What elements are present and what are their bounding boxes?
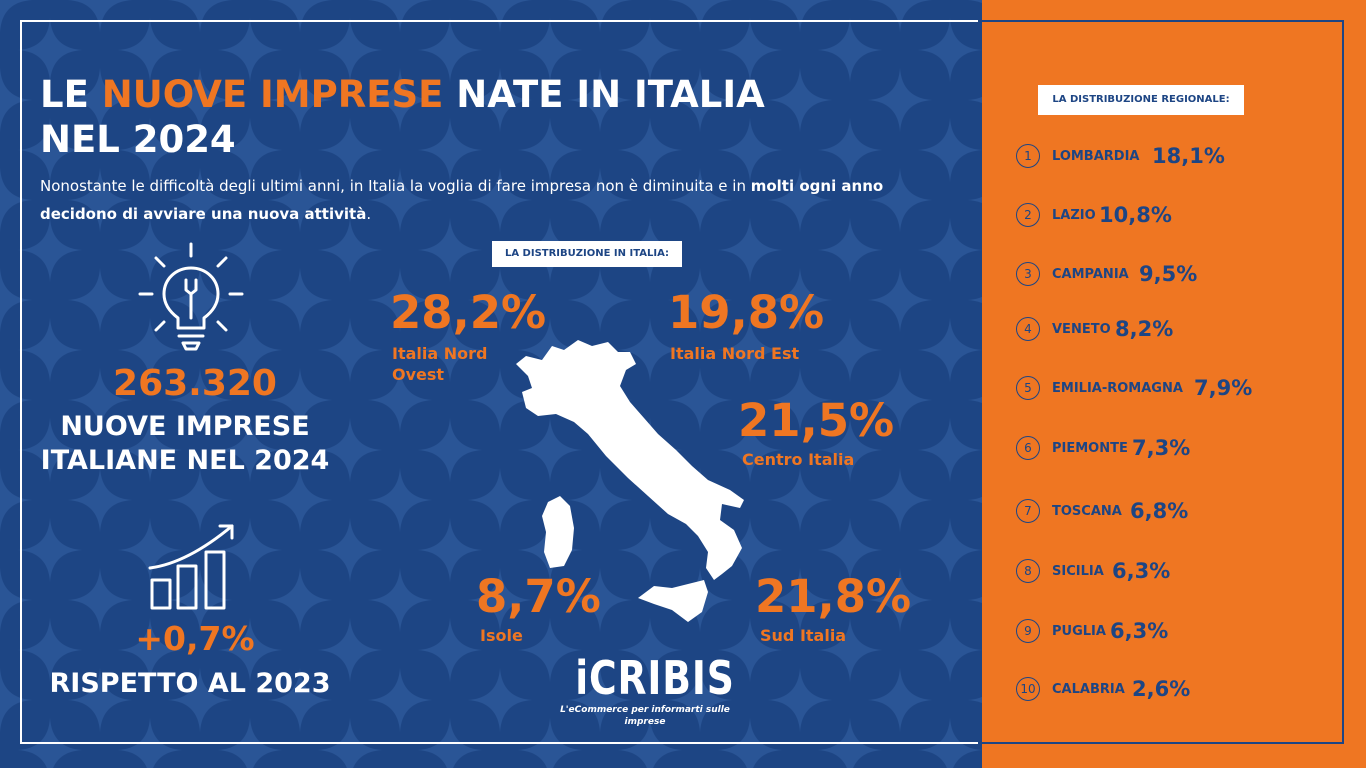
- lightbulb-wrench-icon: [138, 242, 244, 351]
- area-label-nord-est: Italia Nord Est: [670, 344, 800, 363]
- region-value: 18,1%: [1152, 144, 1225, 168]
- area-value-isole: 8,7%: [476, 570, 601, 623]
- intro-end: .: [366, 205, 372, 223]
- left-frame-border: [20, 20, 978, 744]
- title-part2: NATE IN ITALIA: [443, 73, 765, 116]
- region-name: TOSCANA: [1052, 504, 1122, 519]
- italy-map: [516, 340, 744, 622]
- growth-chart-icon: [148, 524, 234, 610]
- rank-number: 5: [1016, 376, 1040, 400]
- rank-number: 8: [1016, 559, 1040, 583]
- region-value: 10,8%: [1099, 203, 1172, 227]
- cribis-logo: iCRIBIS L'eCommerce per informarti sulle…: [560, 651, 735, 728]
- area-label-isole: Isole: [480, 626, 523, 645]
- region-name: CAMPANIA: [1052, 267, 1129, 282]
- region-value: 7,9%: [1194, 376, 1253, 400]
- right-frame-border: [982, 20, 1344, 744]
- area-value-sud: 21,8%: [755, 570, 912, 623]
- intro-bold: molti ogni anno decidono di avviare una …: [40, 177, 884, 223]
- region-name: SICILIA: [1052, 564, 1104, 579]
- intro-text: Nonostante le difficoltà degli ultimi an…: [40, 172, 940, 228]
- rank-number: 9: [1016, 619, 1040, 643]
- italy-distribution-badge: LA DISTRIBUZIONE IN ITALIA:: [492, 241, 682, 267]
- title-line2: NEL 2024: [40, 118, 236, 161]
- page-title: LE NUOVE IMPRESE NATE IN ITALIA NEL 2024: [40, 72, 765, 162]
- rank-number: 2: [1016, 203, 1040, 227]
- area-label-nord-ovest: Italia Nord Ovest: [392, 343, 487, 385]
- rank-number: 4: [1016, 317, 1040, 341]
- region-name: PIEMONTE: [1052, 441, 1128, 456]
- total-companies-label: NUOVE IMPRESE ITALIANE NEL 2024: [20, 410, 350, 478]
- region-name: CALABRIA: [1052, 682, 1125, 697]
- regional-distribution-badge: LA DISTRIBUZIONE REGIONALE:: [1038, 85, 1244, 115]
- region-name: EMILIA-ROMAGNA: [1052, 381, 1183, 396]
- logo-word: iCRIBIS: [575, 651, 735, 705]
- area-value-nord-ovest: 28,2%: [390, 286, 547, 339]
- total-label-line2: ITALIANE NEL 2024: [40, 445, 330, 476]
- rank-number: 6: [1016, 436, 1040, 460]
- title-highlight: NUOVE IMPRESE: [101, 73, 444, 116]
- area-label-sud: Sud Italia: [760, 626, 847, 645]
- growth-label: RISPETTO AL 2023: [49, 668, 331, 699]
- growth-value: +0,7%: [135, 619, 255, 658]
- total-companies-value: 263.320: [113, 363, 277, 404]
- rank-number: 10: [1016, 677, 1040, 701]
- region-name: LOMBARDIA: [1052, 149, 1140, 164]
- region-value: 2,6%: [1132, 677, 1191, 701]
- title-part1: LE: [40, 73, 102, 116]
- region-value: 6,3%: [1110, 619, 1169, 643]
- area-label-nord-ovest-line1: Italia Nord: [392, 344, 488, 363]
- region-value: 9,5%: [1139, 262, 1198, 286]
- region-name: VENETO: [1052, 322, 1111, 337]
- regional-panel: [982, 0, 1366, 768]
- star-pattern-background: [0, 0, 982, 768]
- area-value-nord-est: 19,8%: [668, 286, 825, 339]
- total-label-line1: NUOVE IMPRESE: [60, 411, 310, 442]
- intro-normal: Nonostante le difficoltà degli ultimi an…: [40, 177, 751, 195]
- region-value: 6,3%: [1112, 559, 1171, 583]
- rank-number: 1: [1016, 144, 1040, 168]
- area-label-centro: Centro Italia: [742, 450, 855, 469]
- area-label-nord-ovest-line2: Ovest: [392, 365, 445, 384]
- region-name: PUGLIA: [1052, 624, 1106, 639]
- rank-number: 3: [1016, 262, 1040, 286]
- area-value-centro: 21,5%: [738, 394, 895, 447]
- region-value: 7,3%: [1132, 436, 1191, 460]
- region-name: LAZIO: [1052, 208, 1096, 223]
- region-value: 8,2%: [1115, 317, 1174, 341]
- logo-tagline: L'eCommerce per informarti sulle imprese: [560, 705, 730, 727]
- rank-number: 7: [1016, 499, 1040, 523]
- region-value: 6,8%: [1130, 499, 1189, 523]
